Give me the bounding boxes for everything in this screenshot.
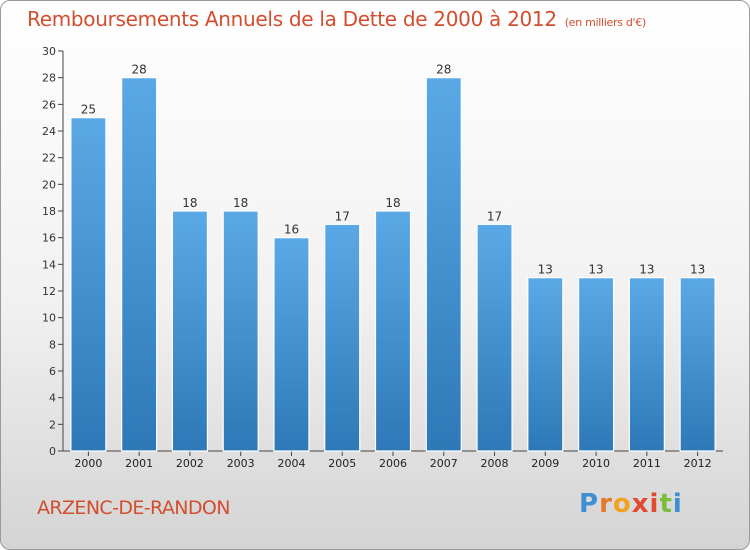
bar-value-label: 16 <box>284 223 299 237</box>
logo-letter: i <box>649 489 660 519</box>
logo-letter: o <box>612 489 632 519</box>
x-tick-label: 2011 <box>633 457 661 470</box>
bar <box>679 277 716 452</box>
bars-group <box>70 77 716 452</box>
bar-value-label: 18 <box>233 196 248 210</box>
logo-letter: t <box>659 489 673 519</box>
bar-value-label: 28 <box>436 63 451 77</box>
x-tick-label: 2004 <box>277 457 305 470</box>
logo-letter: x <box>631 489 650 519</box>
bar <box>222 210 259 452</box>
y-tick-label: 28 <box>42 72 56 85</box>
x-tick-label: 2009 <box>531 457 559 470</box>
y-tick-label: 24 <box>42 125 56 138</box>
chart-title: Remboursements Annuels de la Dette de 20… <box>27 7 557 31</box>
bar <box>527 277 564 452</box>
y-tick-label: 18 <box>42 205 56 218</box>
y-tick-label: 26 <box>42 98 56 111</box>
y-tick-label: 14 <box>42 258 56 271</box>
y-tick-label: 22 <box>42 152 56 165</box>
bar <box>70 117 107 452</box>
y-tick-label: 20 <box>42 178 56 191</box>
logo-letter: i <box>672 489 683 519</box>
y-tick-label: 8 <box>49 338 56 351</box>
commune-name: ARZENC-DE-RANDON <box>37 497 230 519</box>
y-tick-label: 2 <box>49 418 56 431</box>
bar-value-label: 28 <box>132 63 147 77</box>
y-tick-label: 12 <box>42 285 56 298</box>
bar <box>121 77 158 452</box>
bar <box>171 210 209 452</box>
y-tick-label: 6 <box>49 365 56 378</box>
bar <box>628 277 665 452</box>
y-tick-label: 0 <box>49 445 56 458</box>
bar <box>273 237 310 452</box>
bar-value-label: 13 <box>639 263 654 277</box>
bar-value-label: 18 <box>385 196 400 210</box>
bar <box>425 77 462 452</box>
bar <box>577 277 615 452</box>
bar-value-label: 25 <box>81 103 96 117</box>
bar-value-label: 18 <box>182 196 197 210</box>
y-tick-label: 16 <box>42 232 56 245</box>
chart-title-block: Remboursements Annuels de la Dette de 20… <box>27 7 646 31</box>
x-tick-label: 2012 <box>684 457 712 470</box>
bar-value-label: 17 <box>487 209 502 223</box>
bar-value-label: 13 <box>588 263 603 277</box>
x-tick-label: 2005 <box>328 457 356 470</box>
y-tick-label: 30 <box>42 45 56 58</box>
x-tick-label: 2002 <box>176 457 204 470</box>
logo-letter: P <box>579 489 600 519</box>
unit-note: (en milliers d'€) <box>564 16 646 29</box>
bar <box>476 223 513 452</box>
logo-letter: r <box>599 489 613 519</box>
y-tick-label: 4 <box>49 392 56 405</box>
x-tick-label: 2010 <box>582 457 610 470</box>
bar <box>324 223 361 452</box>
bar <box>374 210 412 452</box>
x-tick-label: 2001 <box>125 457 153 470</box>
bar-labels-group: 25 28 18 18 16 17 18 28 17 13 13 13 13 <box>81 63 706 277</box>
x-tick-label: 2000 <box>74 457 102 470</box>
bar-value-label: 17 <box>335 209 350 223</box>
proxiti-logo[interactable]: Proxiti <box>579 489 683 519</box>
bar-value-label: 13 <box>690 263 705 277</box>
x-tick-label: 2006 <box>379 457 407 470</box>
x-tick-label: 2008 <box>481 457 509 470</box>
x-axis: 2000 2001 2002 2003 2004 2005 2006 2007 2008 2009… <box>63 450 723 470</box>
x-tick-label: 2003 <box>227 457 255 470</box>
x-tick-label: 2007 <box>430 457 458 470</box>
bar-value-label: 13 <box>538 263 553 277</box>
y-tick-label: 10 <box>42 312 56 325</box>
